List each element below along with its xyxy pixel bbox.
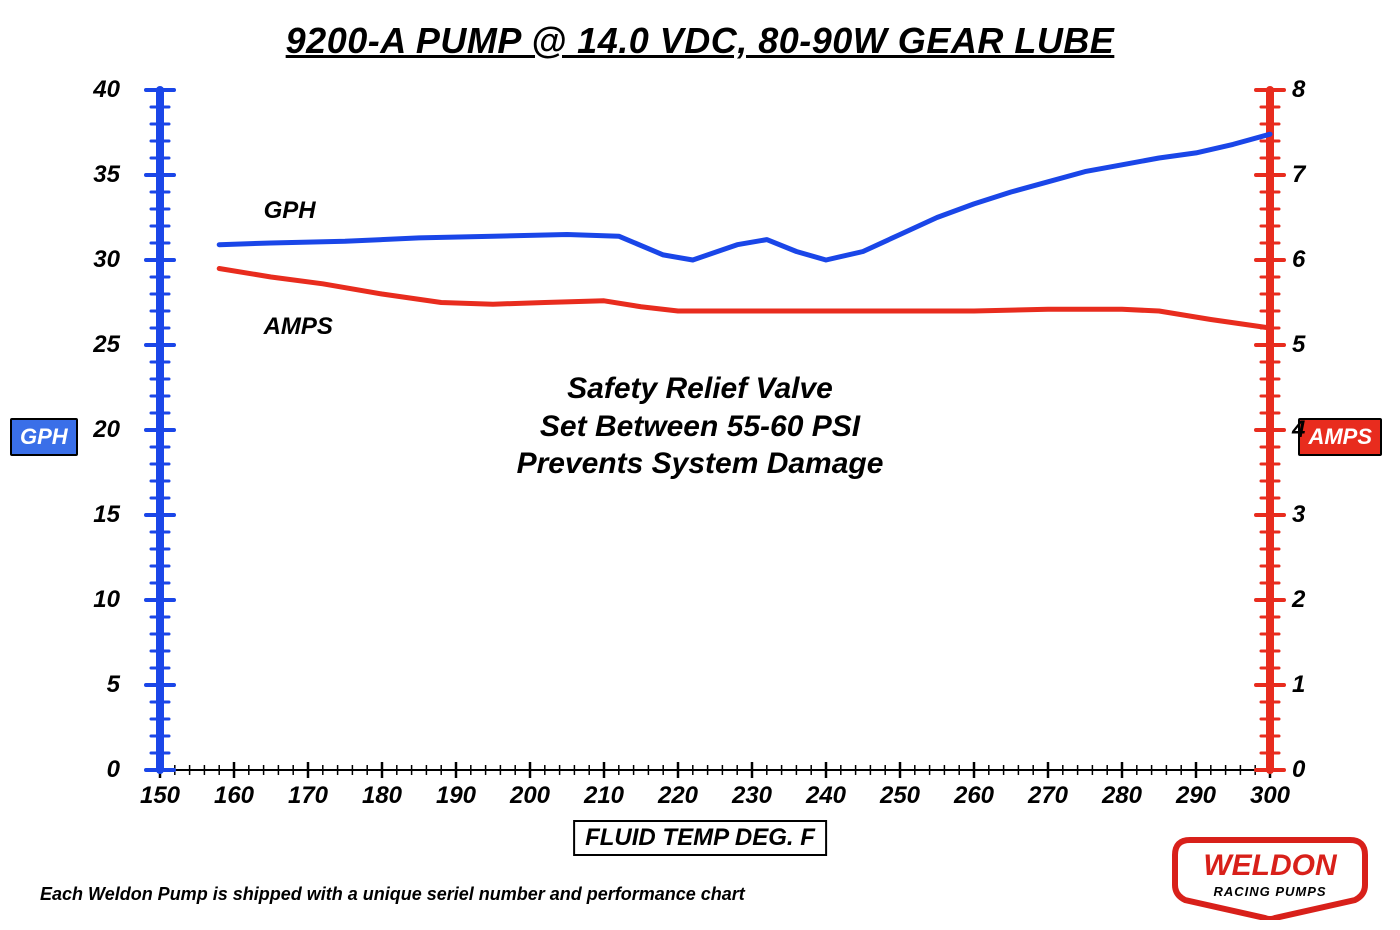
axis-tick-label: 15 (75, 501, 120, 529)
axis-tick-label: 1 (1292, 671, 1322, 699)
axis-tick-label: 20 (75, 416, 120, 444)
axis-tick-label: 220 (648, 782, 708, 810)
axis-tick-label: 30 (75, 246, 120, 274)
brand-logo: WELDON RACING PUMPS (1170, 820, 1370, 920)
axis-tick-label: 270 (1018, 782, 1078, 810)
axis-tick-label: 2 (1292, 586, 1322, 614)
axis-tick-label: 190 (426, 782, 486, 810)
axis-tick-label: 10 (75, 586, 120, 614)
series-label-gph: GPH (264, 197, 316, 225)
axis-tick-label: 250 (870, 782, 930, 810)
axis-tick-label: 6 (1292, 246, 1322, 274)
weldon-logo-icon: WELDON RACING PUMPS (1170, 820, 1370, 920)
axis-tick-label: 150 (130, 782, 190, 810)
axis-tick-label: 35 (75, 161, 120, 189)
axis-tick-label: 230 (722, 782, 782, 810)
axis-tick-label: 0 (1292, 756, 1322, 784)
axis-tick-label: 280 (1092, 782, 1152, 810)
annotation-text: Safety Relief ValveSet Between 55-60 PSI… (400, 370, 1000, 483)
axis-tick-label: 0 (75, 756, 120, 784)
axis-tick-label: 240 (796, 782, 856, 810)
axis-tick-label: 5 (75, 671, 120, 699)
axis-tick-label: 170 (278, 782, 338, 810)
axis-tick-label: 40 (75, 76, 120, 104)
axis-tick-label: 260 (944, 782, 1004, 810)
axis-tick-label: 25 (75, 331, 120, 359)
axis-tick-label: 3 (1292, 501, 1322, 529)
axis-tick-label: 200 (500, 782, 560, 810)
chart-title: 9200-A PUMP @ 14.0 VDC, 80-90W GEAR LUBE (0, 20, 1400, 62)
axis-tick-label: 290 (1166, 782, 1226, 810)
logo-brand-text: WELDON (1203, 849, 1338, 882)
x-axis-title: FLUID TEMP DEG. F (573, 820, 827, 856)
axis-tick-label: 7 (1292, 161, 1322, 189)
chart-container: 9200-A PUMP @ 14.0 VDC, 80-90W GEAR LUBE… (0, 0, 1400, 930)
footer-note: Each Weldon Pump is shipped with a uniqu… (40, 884, 745, 905)
logo-tagline-text: RACING PUMPS (1213, 884, 1326, 899)
axis-tick-label: 5 (1292, 331, 1322, 359)
axis-tick-label: 160 (204, 782, 264, 810)
axis-tick-label: 4 (1292, 416, 1322, 444)
axis-tick-label: 210 (574, 782, 634, 810)
series-label-amps: AMPS (264, 313, 333, 341)
axis-tick-label: 300 (1240, 782, 1300, 810)
axis-tick-label: 8 (1292, 76, 1322, 104)
y-left-axis-badge: GPH (10, 418, 78, 456)
axis-tick-label: 180 (352, 782, 412, 810)
